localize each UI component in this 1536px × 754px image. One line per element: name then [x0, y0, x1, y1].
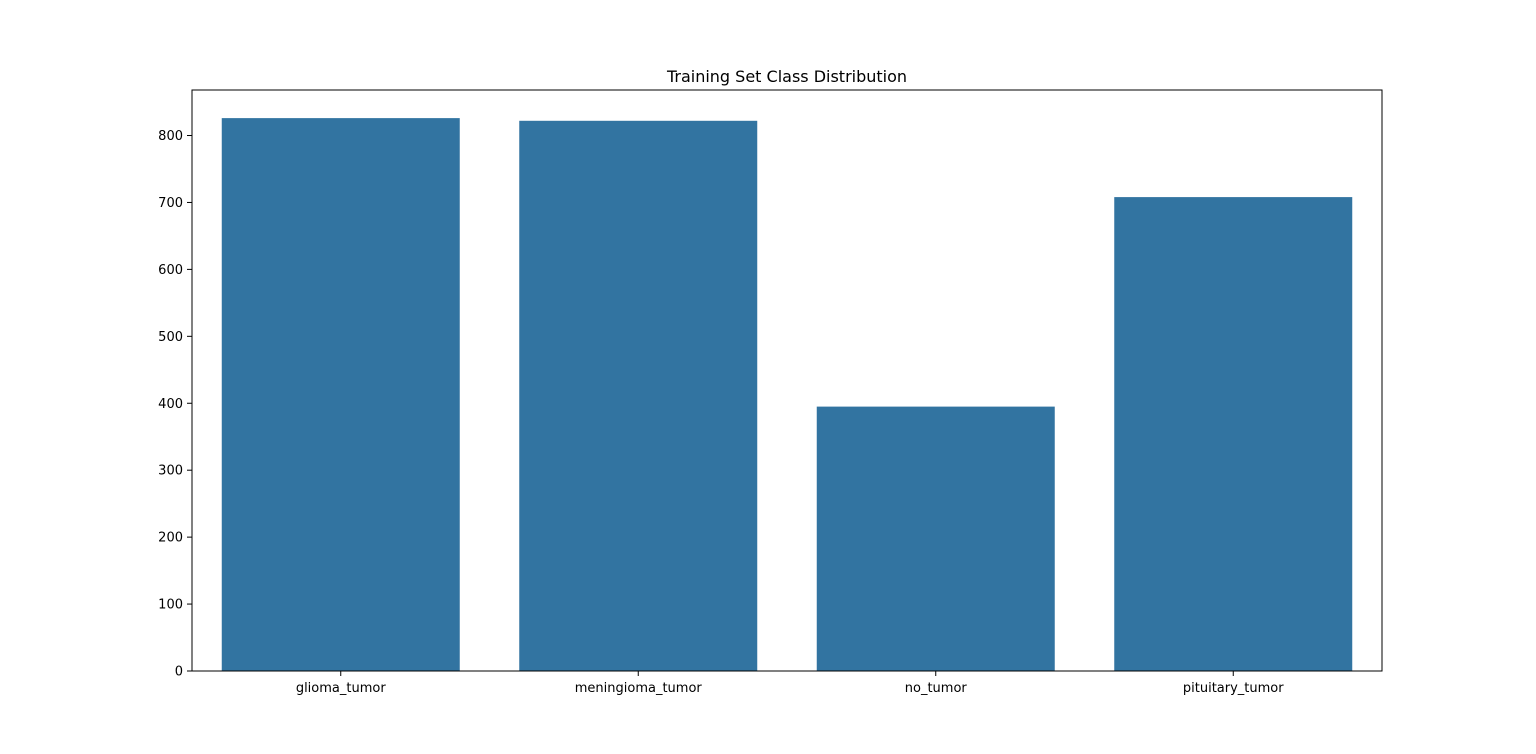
- y-tick-label: 400: [158, 397, 183, 412]
- y-tick-label: 0: [175, 665, 183, 680]
- chart-title: Training Set Class Distribution: [666, 67, 907, 86]
- y-tick-label: 700: [158, 196, 183, 211]
- y-tick-label: 100: [158, 598, 183, 613]
- x-tick-label: meningioma_tumor: [575, 681, 703, 696]
- x-tick-label: pituitary_tumor: [1183, 681, 1284, 696]
- x-axis: glioma_tumor meningioma_tumor no_tumor pitu…: [296, 671, 1284, 696]
- bar-glioma-tumor: [221, 118, 460, 671]
- y-axis: 0 100 200 300 400 500 600 700 800: [158, 129, 192, 680]
- y-tick-label: 300: [158, 464, 183, 479]
- y-tick-label: 200: [158, 531, 183, 546]
- plot-frame: [191, 89, 1383, 672]
- bar-no-tumor: [816, 406, 1055, 671]
- x-tick-label: glioma_tumor: [296, 681, 387, 696]
- bar-pituitary-tumor: [1114, 197, 1353, 671]
- y-tick-label: 600: [158, 263, 183, 278]
- x-tick-label: no_tumor: [905, 681, 968, 696]
- bars-group: [221, 118, 1353, 671]
- y-tick-label: 500: [158, 330, 183, 345]
- bar-meningioma-tumor: [519, 120, 758, 671]
- y-tick-label: 800: [158, 129, 183, 144]
